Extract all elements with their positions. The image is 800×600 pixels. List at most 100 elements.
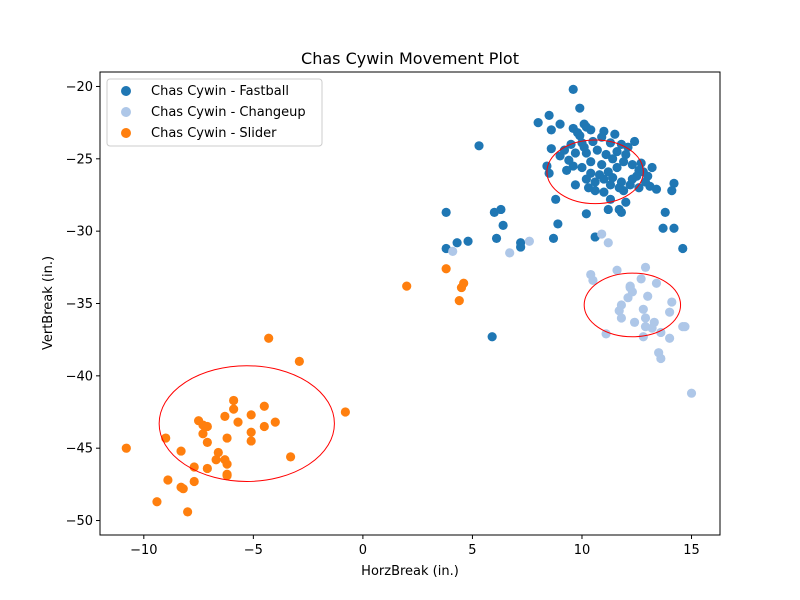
fastball-point: [549, 234, 558, 243]
slider-point: [459, 279, 468, 288]
changeup-point: [652, 279, 661, 288]
slider-point: [179, 484, 188, 493]
fastball-point: [612, 147, 621, 156]
slider-point: [295, 357, 304, 366]
legend-marker-slider: [121, 128, 131, 138]
fastball-point: [628, 174, 637, 183]
fastball-point: [571, 148, 580, 157]
y-tick-label: −50: [66, 514, 93, 529]
slider-point: [203, 464, 212, 473]
changeup-point: [641, 263, 650, 272]
x-tick-label: 0: [359, 543, 367, 558]
fastball-point: [584, 183, 593, 192]
slider-point: [222, 433, 231, 442]
changeup-point: [617, 313, 626, 322]
x-axis-title: HorzBreak (in.): [361, 564, 459, 579]
fastball-point: [551, 195, 560, 204]
changeup-point: [667, 297, 676, 306]
legend-marker-fastball: [121, 86, 131, 96]
changeup-point: [626, 283, 635, 292]
changeup-point: [630, 318, 639, 327]
y-tick-label: −35: [66, 297, 93, 312]
fastball-point: [580, 143, 589, 152]
fastball-point: [606, 180, 615, 189]
fastball-point: [569, 85, 578, 94]
slider-point: [402, 282, 411, 291]
fastball-point: [562, 166, 571, 175]
fastball-point: [615, 183, 624, 192]
slider-point: [176, 446, 185, 455]
x-tick-label: 15: [683, 543, 700, 558]
fastball-point: [678, 244, 687, 253]
fastball-point: [612, 163, 621, 172]
y-tick-label: −30: [66, 225, 93, 240]
slider-point: [190, 477, 199, 486]
fastball-point: [604, 205, 613, 214]
fastball-point: [610, 130, 619, 139]
legend: Chas Cywin - Fastball Chas Cywin - Chang…: [107, 79, 322, 146]
fastball-point: [553, 219, 562, 228]
fastball-point: [571, 180, 580, 189]
fastball-point: [606, 138, 615, 147]
changeup-point: [656, 354, 665, 363]
fastball-point: [547, 144, 556, 153]
fastball-point: [534, 118, 543, 127]
legend-marker-changeup: [121, 107, 131, 117]
changeup-point: [641, 313, 650, 322]
changeup-point: [687, 389, 696, 398]
y-tick-label: −25: [66, 152, 93, 167]
fastball-point: [463, 237, 472, 246]
fastball-point: [652, 185, 661, 194]
fastball-point: [588, 137, 597, 146]
slider-point: [233, 418, 242, 427]
x-tick-label: −10: [130, 543, 157, 558]
changeup-point: [665, 334, 674, 343]
changeup-point: [623, 293, 632, 302]
slider-point: [455, 296, 464, 305]
slider-point: [222, 470, 231, 479]
slider-point: [163, 475, 172, 484]
slider-point: [229, 396, 238, 405]
fastball-point: [661, 208, 670, 217]
changeup-point: [586, 270, 595, 279]
fastball-point: [586, 157, 595, 166]
fastball-point: [658, 224, 667, 233]
fastball-point: [582, 122, 591, 131]
slider-point: [161, 433, 170, 442]
y-tick-label: −20: [66, 80, 93, 95]
fastball-point: [492, 234, 501, 243]
legend-label-changeup: Chas Cywin - Changeup: [151, 105, 306, 120]
x-tick-label: 5: [468, 543, 476, 558]
fastball-point: [621, 150, 630, 159]
y-axis-title: VertBreak (in.): [41, 256, 56, 350]
changeup-point: [643, 292, 652, 301]
slider-point: [222, 460, 231, 469]
slider-point: [247, 410, 256, 419]
slider-point: [264, 334, 273, 343]
slider-point: [220, 412, 229, 421]
changeup-point: [641, 322, 650, 331]
fastball-point: [555, 119, 564, 128]
slider-point: [260, 422, 269, 431]
x-tick-label: −5: [244, 543, 263, 558]
fastball-point: [516, 242, 525, 251]
slider-point: [152, 497, 161, 506]
fastball-point: [599, 187, 608, 196]
fastball-point: [593, 146, 602, 155]
slider-point: [442, 264, 451, 273]
fastball-point: [442, 208, 451, 217]
fastball-point: [597, 160, 606, 169]
changeup-point: [505, 248, 514, 257]
fastball-point: [582, 209, 591, 218]
slider-point: [212, 455, 221, 464]
y-tick-label: −40: [66, 369, 93, 384]
fastball-point: [496, 205, 505, 214]
changeup-point: [597, 229, 606, 238]
changeup-point: [639, 305, 648, 314]
changeup-point: [448, 247, 457, 256]
y-tick-label: −45: [66, 442, 93, 457]
fastball-point: [488, 332, 497, 341]
legend-label-fastball: Chas Cywin - Fastball: [151, 84, 289, 99]
fastball-point: [577, 163, 586, 172]
fastball-point: [474, 141, 483, 150]
